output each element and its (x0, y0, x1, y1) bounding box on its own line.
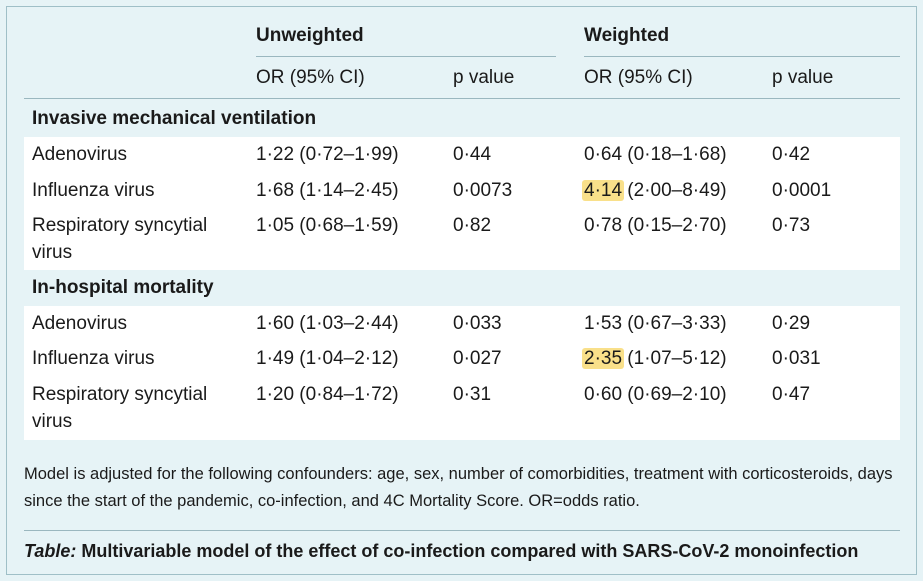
or-unweighted: 1·22 (0·72–1·99) (256, 144, 399, 165)
p-weighted: 0·47 (772, 384, 811, 405)
or-unweighted: 1·20 (0·84–1·72) (256, 384, 399, 405)
row-name: Respiratory syncytial (32, 215, 208, 236)
or-weighted-ci: (1·07–5·12) (622, 348, 727, 369)
p-weighted: 0·031 (772, 348, 821, 369)
or-unweighted: 1·68 (1·14–2·45) (256, 180, 399, 201)
header-weighted: Weighted (584, 25, 670, 46)
p-weighted: 0·29 (772, 313, 811, 334)
caption-label: Table: (24, 541, 77, 561)
p-unweighted: 0·31 (453, 384, 492, 405)
or-weighted: 0·64 (0·18–1·68) (584, 144, 727, 165)
p-weighted: 0·0001 (772, 180, 832, 201)
or-unweighted: 1·60 (1·03–2·44) (256, 313, 399, 334)
p-unweighted: 0·44 (453, 144, 492, 165)
or-weighted: 2·35 (1·07–5·12) (582, 347, 727, 371)
p-weighted: 0·73 (772, 215, 811, 236)
p-weighted: 0·42 (772, 144, 811, 165)
table-frame (6, 6, 917, 575)
table-caption: Table: Multivariable model of the effect… (24, 539, 858, 563)
or-unweighted: 1·05 (0·68–1·59) (256, 215, 399, 236)
p-unweighted: 0·0073 (453, 180, 513, 201)
header-divider-weighted (584, 56, 900, 57)
or-weighted-ci: (2·00–8·49) (622, 180, 727, 201)
row-name: Influenza virus (32, 180, 155, 201)
header-divider-unweighted (256, 56, 556, 57)
caption-rule (24, 530, 900, 531)
header-bottom-rule (24, 98, 900, 99)
section-title-mortality: In-hospital mortality (32, 277, 214, 298)
p-unweighted: 0·027 (453, 348, 502, 369)
header-or-weighted: OR (95% CI) (584, 67, 693, 88)
or-unweighted: 1·49 (1·04–2·12) (256, 348, 399, 369)
highlighted-estimate: 4·14 (582, 180, 625, 201)
header-p-unweighted: p value (453, 67, 515, 88)
caption-text: Multivariable model of the effect of co-… (76, 541, 859, 561)
or-weighted: 0·78 (0·15–2·70) (584, 215, 727, 236)
row-name-continued: virus (32, 411, 73, 432)
header-unweighted: Unweighted (256, 25, 364, 46)
header-p-weighted: p value (772, 67, 834, 88)
or-weighted: 0·60 (0·69–2·10) (584, 384, 727, 405)
section-band-2 (24, 306, 900, 440)
or-weighted: 1·53 (0·67–3·33) (584, 313, 727, 334)
row-name: Adenovirus (32, 144, 128, 165)
row-name: Respiratory syncytial (32, 384, 208, 405)
highlighted-estimate: 2·35 (582, 348, 625, 369)
header-or-unweighted: OR (95% CI) (256, 67, 365, 88)
table-footnote: Model is adjusted for the following conf… (24, 465, 893, 510)
section-title-ventilation: Invasive mechanical ventilation (32, 108, 317, 129)
or-weighted: 4·14 (2·00–8·49) (582, 179, 727, 203)
row-name: Adenovirus (32, 313, 128, 334)
row-name: Influenza virus (32, 348, 155, 369)
p-unweighted: 0·033 (453, 313, 502, 334)
p-unweighted: 0·82 (453, 215, 492, 236)
row-name-continued: virus (32, 242, 73, 263)
section-band-1 (24, 137, 900, 270)
